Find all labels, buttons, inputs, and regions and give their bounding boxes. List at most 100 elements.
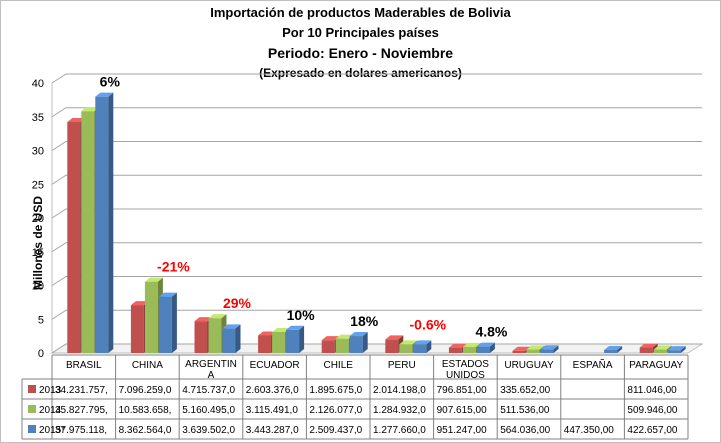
bar (130, 305, 144, 353)
bar-top (67, 117, 86, 122)
category-label: URUGUAY (504, 360, 554, 371)
table-cell: 3.443.287,0 (246, 425, 299, 436)
bar (258, 335, 272, 353)
bar (158, 296, 172, 353)
bar (321, 340, 335, 353)
growth-annotation: -21% (157, 259, 190, 275)
y-tick-label: 30 (32, 146, 44, 158)
gridline (51, 174, 702, 185)
bar-side (235, 324, 241, 353)
table-cell: 1.895.675,0 (309, 385, 362, 396)
bar (385, 339, 399, 353)
chart-title: Importación de productos Maderables de B… (210, 5, 511, 20)
table-cell: 7.096.259,0 (119, 385, 172, 396)
y-tick-label: 40 (32, 78, 44, 90)
table-cell: 4.715.737,0 (182, 385, 235, 396)
bar-top (81, 107, 100, 112)
bar-side (362, 332, 368, 353)
bar-top (222, 324, 241, 329)
table-cell: 8.362.564,0 (119, 425, 172, 436)
bar (81, 111, 95, 354)
table-cell: 564.036,00 (500, 425, 550, 436)
legend-swatch (28, 385, 36, 393)
legend-label: 2013 (39, 385, 62, 396)
gridline (51, 309, 702, 320)
category-label: CHINA (132, 360, 163, 371)
bar-side (617, 345, 623, 353)
table-cell: 34.231.757, (55, 385, 108, 396)
bar (526, 349, 540, 353)
category-label: UNIDOS (446, 370, 485, 381)
category-label: ESTADOS (442, 359, 489, 370)
bar-top (512, 346, 531, 351)
bar (512, 350, 526, 353)
bar (462, 346, 476, 353)
bar (653, 349, 667, 353)
bar-top (349, 332, 368, 337)
bar (639, 347, 653, 353)
bar-side (108, 92, 114, 353)
bar (222, 328, 236, 353)
bar (272, 331, 286, 353)
bar (413, 344, 427, 353)
bar-top (413, 340, 432, 345)
bar-top (540, 345, 559, 350)
bar-top (95, 92, 114, 97)
bar-top (462, 342, 481, 347)
bar-side (171, 292, 177, 353)
bar (349, 336, 363, 353)
bar-top (144, 277, 163, 282)
y-tick-label: 35 (32, 112, 44, 124)
category-label: CHILE (323, 360, 353, 371)
bar-side (680, 346, 686, 353)
y-tick-label: 0 (38, 348, 44, 360)
bar-top (639, 343, 658, 348)
table-cell: 5.160.495,0 (182, 405, 235, 416)
table-cell: 447.350,00 (564, 425, 614, 436)
gridline (51, 73, 702, 84)
y-tick-label: 20 (32, 213, 44, 225)
bar-top (448, 343, 467, 348)
gridline (51, 242, 702, 253)
category-label: PERU (388, 360, 416, 371)
bar (194, 321, 208, 353)
bar-side (553, 345, 559, 353)
category-label: ESPAÑA (573, 358, 613, 371)
legend-swatch (28, 405, 36, 413)
bar (476, 346, 490, 353)
bar-side (426, 340, 432, 353)
bar (667, 350, 681, 353)
table-cell: 951.247,00 (437, 425, 487, 436)
table-cell: 811.046,00 (627, 385, 677, 396)
bar-top (208, 314, 227, 319)
bar (144, 281, 158, 353)
table-cell: 10.583.658, (119, 405, 172, 416)
bar (335, 338, 349, 353)
bar-top (194, 317, 213, 322)
bar-side (489, 342, 495, 353)
legend-swatch (28, 425, 36, 433)
gridline (51, 107, 702, 118)
table-cell: 796.851,00 (437, 385, 487, 396)
bar (208, 318, 222, 353)
bar-top (286, 325, 305, 330)
table-cell: 422.657,00 (627, 425, 677, 436)
bar-top (385, 335, 404, 340)
category-label: ARGENTIN (185, 359, 237, 370)
y-tick-label: 15 (32, 247, 44, 259)
growth-annotation: 4.8% (475, 324, 507, 340)
table-cell: 3.115.491,0 (246, 405, 299, 416)
chart-subtitle: Por 10 Principales países (282, 25, 439, 40)
bar (67, 121, 81, 353)
chart-titles: Importación de productos Maderables de B… (0, 3, 721, 83)
legend-label: 2014 (39, 405, 62, 416)
period-prefix: Periodo: (267, 45, 329, 61)
chart-period: Periodo: Enero - Noviembre (0, 43, 721, 63)
growth-annotation: 29% (223, 295, 252, 311)
bar-top (526, 345, 545, 350)
bar-top (321, 336, 340, 341)
table-cell: 509.946,00 (627, 405, 677, 416)
category-label: ECUADOR (250, 360, 300, 371)
bar-top (653, 345, 672, 350)
